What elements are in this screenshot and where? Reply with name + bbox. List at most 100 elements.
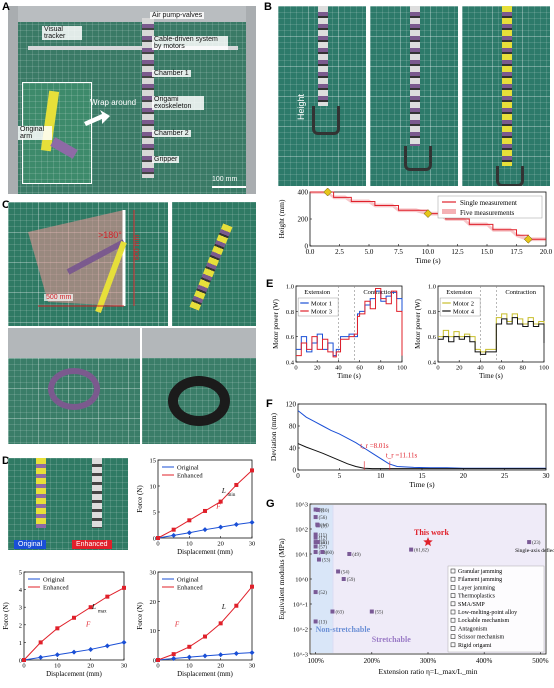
legend-swatch	[450, 642, 456, 648]
y-tick-label: 0	[19, 658, 22, 665]
y-axis-label: Force (N)	[2, 602, 10, 630]
height-label: Height	[296, 93, 306, 120]
scale-bar	[212, 186, 246, 188]
data-point	[315, 540, 320, 545]
panel-c: C >180° 500 mm 600 mm	[0, 198, 258, 446]
legend-label: Thermoplastics	[458, 594, 496, 600]
x-tick-label: 10	[186, 663, 193, 670]
legend-label: Lockable mechanism	[458, 618, 509, 624]
photo-b2	[370, 6, 458, 186]
data-point	[187, 644, 192, 649]
plot-frame	[23, 571, 125, 661]
legend-label: Rigid origami	[458, 643, 492, 649]
data-point	[121, 639, 127, 645]
legend-label: Scissor mechanism	[458, 635, 504, 641]
data-point	[156, 658, 160, 662]
series-enhanced	[157, 586, 253, 661]
air-pump-callout: Air pump-valves	[150, 12, 205, 19]
point-label: (54)	[341, 570, 350, 575]
y-tick-label: 10	[150, 628, 157, 635]
x-tick-label: 0	[296, 472, 300, 480]
legend-label: Original	[177, 577, 199, 584]
data-point	[527, 540, 532, 545]
data-point	[315, 507, 320, 512]
photo-c3	[8, 328, 140, 444]
y-tick-label: 0.8	[286, 309, 294, 316]
data-point	[186, 654, 192, 660]
legend-label: Single measurement	[460, 199, 517, 207]
point-label: (55)	[375, 611, 384, 616]
point-label: (57)	[319, 545, 328, 550]
photo-c2	[172, 202, 256, 326]
y-tick-label: 0	[153, 536, 156, 543]
phase-label: Extension	[446, 289, 473, 296]
annotation-sub: min	[228, 493, 236, 498]
photo-c1	[8, 202, 168, 326]
x-axis-label: Extension ratio η=L_max/L_min	[379, 667, 478, 676]
x-tick-label: 5.0	[365, 248, 374, 256]
y-tick-label: 3	[19, 605, 22, 612]
y-axis-label: Height (mm)	[277, 199, 286, 238]
wrap-arrow-icon	[84, 110, 110, 126]
legend-label: Motor 4	[453, 309, 475, 316]
panel-label: B	[264, 1, 272, 13]
point-label: (23)	[532, 541, 541, 546]
data-point	[347, 552, 352, 556]
data-point	[313, 515, 318, 520]
x-tick-label: 0.0	[306, 248, 315, 256]
data-point	[330, 609, 335, 614]
x-axis-label: Displacement (mm)	[177, 670, 233, 678]
data-point	[316, 557, 321, 562]
legend-swatch	[450, 626, 456, 631]
y-tick-label: 10^-3	[293, 652, 308, 659]
legend-swatch	[450, 617, 456, 623]
data-point	[171, 532, 177, 538]
panel-label: D	[2, 455, 10, 467]
data-point	[336, 569, 341, 574]
legend-box	[447, 565, 545, 653]
data-point	[71, 649, 77, 655]
panel-b: B Height 0.0 2.5 5.0 7.5 10.0 12.5 15.0 17.5 20.…	[262, 0, 554, 274]
x-axis-label: Displacement (mm)	[177, 548, 233, 556]
legend-label: Granular jamming	[458, 569, 502, 575]
y-tick-label: 0	[153, 658, 156, 665]
point-label: (9)	[321, 524, 327, 529]
y-tick-label: 40	[289, 445, 297, 453]
marker	[323, 187, 333, 197]
y-tick-label: 30	[150, 570, 157, 577]
y-tick-label: 10^3	[295, 502, 308, 509]
data-point	[249, 650, 255, 656]
legend-label: Motor 2	[453, 301, 474, 308]
x-tick-label: 200%	[364, 657, 381, 665]
x-tick-label: 40	[477, 365, 484, 372]
data-point	[218, 621, 223, 626]
chart-d2: 0 10 20 30 0 1 2 3 4 5 Displacement (mm) Force (N) O…	[2, 570, 127, 679]
panel-a: A Air pump-valves Visual tracker Cable-d…	[0, 0, 258, 196]
series-enhanced	[23, 587, 125, 661]
legend-swatch	[442, 209, 456, 214]
data-point	[313, 619, 318, 624]
point-label: (13)	[319, 620, 328, 625]
x-tick-label: 15	[419, 472, 427, 480]
robot-arm-a	[142, 18, 154, 178]
x-tick-label: 5	[338, 472, 342, 480]
chart-e1: 0 20 40 60 80 100 0.4 0.6 0.8 1.0 Time (s) Motor po…	[272, 284, 407, 381]
data-point	[313, 532, 318, 537]
x-tick-label: 100%	[307, 657, 324, 665]
annotation-sub: max	[98, 609, 107, 614]
data-point	[313, 590, 318, 595]
panel-g: G 100% 200% 300% 400% 500% 10^-3 10^-2 10^-1 10^…	[262, 496, 554, 688]
data-point	[88, 646, 94, 652]
legend-label: Layer jamming	[458, 585, 495, 591]
plot-frame	[157, 571, 253, 661]
point-label: (63)	[335, 611, 344, 616]
y-axis-label: Force (N)	[136, 602, 144, 630]
x-tick-label: 10	[186, 541, 193, 548]
marker	[523, 234, 533, 244]
extra-label: Single-axis deflection	[515, 547, 554, 554]
x-axis-label: Displacement (mm)	[46, 670, 102, 678]
data-point	[249, 519, 255, 525]
legend-label: Motor 3	[311, 309, 332, 316]
x-tick-label: 20.0	[540, 248, 553, 256]
annotation-f: F	[215, 502, 221, 510]
